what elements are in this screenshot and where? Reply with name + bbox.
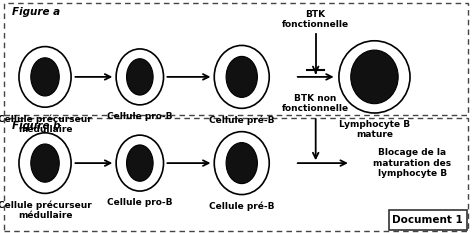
Text: Blocage de la
maturation des
lymphocyte B: Blocage de la maturation des lymphocyte … <box>374 148 451 178</box>
Ellipse shape <box>127 145 153 181</box>
Text: BTK non
fonctionnelle: BTK non fonctionnelle <box>282 94 349 113</box>
Ellipse shape <box>226 143 257 184</box>
Ellipse shape <box>127 59 153 95</box>
Ellipse shape <box>214 132 269 195</box>
Text: Document 1: Document 1 <box>392 215 463 225</box>
Text: Cellule pro-B: Cellule pro-B <box>107 112 173 121</box>
Text: Figure b: Figure b <box>12 121 61 131</box>
Text: Cellule précurseur
médullaire: Cellule précurseur médullaire <box>0 114 92 134</box>
FancyBboxPatch shape <box>4 118 468 231</box>
FancyBboxPatch shape <box>4 3 468 115</box>
Text: Cellule précurseur
médullaire: Cellule précurseur médullaire <box>0 200 92 220</box>
Ellipse shape <box>214 45 269 108</box>
Ellipse shape <box>31 58 59 96</box>
Text: Lymphocyte B
mature: Lymphocyte B mature <box>339 120 410 139</box>
Ellipse shape <box>351 50 398 104</box>
Ellipse shape <box>226 56 257 97</box>
Text: Figure a: Figure a <box>12 7 61 17</box>
Text: BTK
fonctionnelle: BTK fonctionnelle <box>282 10 349 29</box>
Text: Cellule pré-B: Cellule pré-B <box>209 202 274 211</box>
Ellipse shape <box>31 144 59 182</box>
Ellipse shape <box>19 133 71 193</box>
Text: Cellule pré-B: Cellule pré-B <box>209 115 274 125</box>
Ellipse shape <box>116 49 164 105</box>
Ellipse shape <box>19 47 71 107</box>
FancyBboxPatch shape <box>389 210 467 230</box>
Ellipse shape <box>339 41 410 113</box>
Text: Cellule pro-B: Cellule pro-B <box>107 198 173 207</box>
Ellipse shape <box>116 135 164 191</box>
